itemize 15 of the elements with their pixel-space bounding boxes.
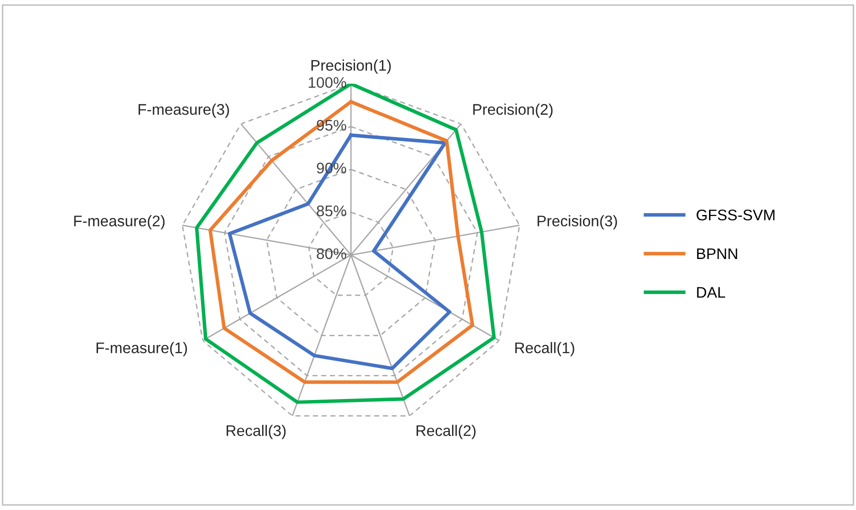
- spoke-label: Recall(3): [226, 424, 286, 440]
- spoke-label: Recall(1): [515, 342, 574, 356]
- y-tick-label: 85%: [316, 205, 346, 216]
- spoke-label: Precision(2): [473, 104, 553, 118]
- legend-label: GFSS-SVM: [696, 210, 774, 220]
- spoke-label: F-measure(2): [74, 215, 165, 230]
- spoke-label: F-measure(1): [96, 342, 187, 356]
- y-tick-label: 100%: [308, 77, 346, 88]
- spoke-label: Precision(3): [538, 215, 617, 230]
- legend-label: DAL: [697, 287, 726, 298]
- spoke-label: Precision(1): [311, 60, 391, 74]
- spoke-label: F-measure(3): [138, 104, 229, 118]
- spoke-label: Recall(2): [416, 424, 476, 440]
- legend-label: BPNN: [697, 248, 738, 259]
- y-tick-label: 80%: [316, 248, 346, 260]
